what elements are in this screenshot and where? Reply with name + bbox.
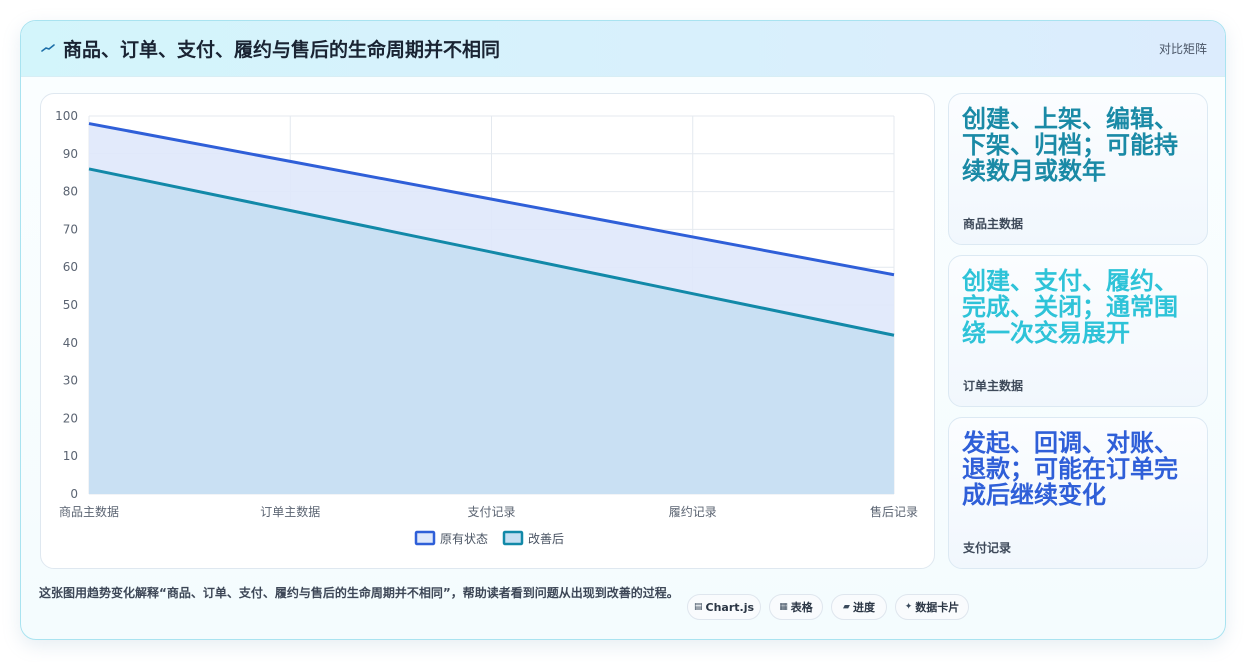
progress-icon: ▰ xyxy=(843,602,850,612)
chip-label: Chart.js xyxy=(705,600,755,614)
y-tick-label: 30 xyxy=(63,374,78,388)
x-tick-label: 履约记录 xyxy=(669,504,717,519)
y-tick-label: 40 xyxy=(63,336,78,350)
y-tick-label: 20 xyxy=(63,411,78,425)
chip-progress[interactable]: ▰ 进度 xyxy=(831,594,887,620)
chart-icon: ▤ xyxy=(693,602,703,612)
legend-swatch xyxy=(502,530,524,546)
legend-label: 原有状态 xyxy=(440,532,488,546)
chip-table[interactable]: ▦ 表格 xyxy=(769,594,823,620)
side-card-main: 创建、支付、履约、完成、关闭；通常围绕一次交易展开 xyxy=(962,267,1178,347)
chip-chartjs[interactable]: ▤ Chart.js xyxy=(687,594,761,620)
chart-panel: 0 10 20 30 40 50 60 70 80 90 100 商品主数据 订单主数据 支付记录 履约记录… xyxy=(40,93,935,569)
legend-label: 改善后 xyxy=(528,531,564,546)
y-tick-label: 70 xyxy=(63,222,78,236)
side-card-payment: 发起、回调、对账、退款；可能在订单完成后继续变化 支付记录 xyxy=(948,417,1208,569)
series-area-1 xyxy=(89,168,894,495)
page-title: 商品、订单、支付、履约与售后的生命周期并不相同 xyxy=(63,39,501,61)
side-card-sub: 支付记录 xyxy=(963,541,1012,555)
side-card-order: 创建、支付、履约、完成、关闭；通常围绕一次交易展开 订单主数据 xyxy=(948,255,1208,407)
x-tick-label: 订单主数据 xyxy=(260,504,320,519)
chip-label: 进度 xyxy=(852,601,875,614)
chip-label: 数据卡片 xyxy=(915,601,960,614)
compare-matrix-label: 对比矩阵 xyxy=(1158,42,1207,56)
lifecycle-card: 商品、订单、支付、履约与售后的生命周期并不相同 对比矩阵 0 10 20 30 40 50… xyxy=(20,20,1226,640)
y-tick-label: 60 xyxy=(63,260,78,274)
series-line-1 xyxy=(88,167,895,337)
legend-swatch xyxy=(414,530,436,546)
y-tick-label: 10 xyxy=(63,449,78,463)
chart-description: 这张图用趋势变化解释“商品、订单、支付、履约与售后的生命周期并不相同”，帮助读者… xyxy=(39,586,679,600)
y-tick-label: 80 xyxy=(63,185,78,199)
x-tick-label: 商品主数据 xyxy=(59,504,119,519)
area-chart: 0 10 20 30 40 50 60 70 80 90 100 商品主数据 订单主数据 支付记录 履约记录… xyxy=(55,109,918,546)
y-tick-label: 0 xyxy=(70,487,78,501)
side-card-product: 创建、上架、编辑、下架、归档；可能持续数月或数年 商品主数据 xyxy=(948,93,1208,245)
side-card-main: 创建、上架、编辑、下架、归档；可能持续数月或数年 xyxy=(962,105,1178,185)
x-tick-label: 售后记录 xyxy=(870,504,918,519)
y-tick-label: 100 xyxy=(55,109,78,123)
table-icon: ▦ xyxy=(779,602,788,612)
side-card-sub: 订单主数据 xyxy=(963,379,1024,393)
trend-line-icon xyxy=(41,44,55,52)
side-card-main: 发起、回调、对账、退款；可能在订单完成后继续变化 xyxy=(962,429,1178,509)
side-card-sub: 商品主数据 xyxy=(963,217,1024,231)
card-header: 商品、订单、支付、履约与售后的生命周期并不相同 对比矩阵 xyxy=(21,21,1225,77)
x-tick-label: 支付记录 xyxy=(467,505,515,519)
chip-label: 表格 xyxy=(790,601,813,614)
y-tick-label: 50 xyxy=(63,298,78,312)
y-tick-label: 90 xyxy=(63,147,78,161)
chip-data-card[interactable]: ✦ 数据卡片 xyxy=(895,594,969,620)
series-line-0 xyxy=(88,122,895,277)
sparkle-icon: ✦ xyxy=(904,602,913,612)
